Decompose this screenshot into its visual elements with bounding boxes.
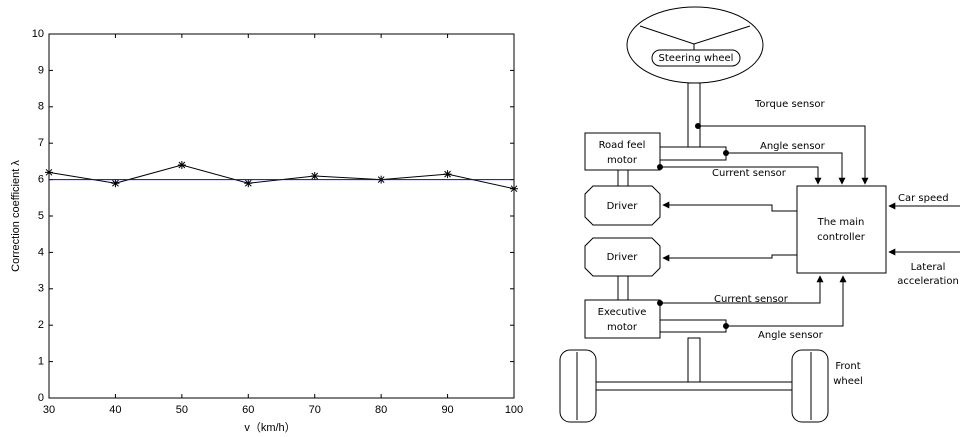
label: Torque sensor: [754, 99, 826, 110]
x-axis-label: v（km/h）: [244, 421, 295, 434]
label: controller: [817, 232, 866, 243]
label: Car speed: [898, 193, 949, 204]
marker: [244, 179, 253, 188]
hub: [651, 49, 741, 67]
wheel: [791, 349, 829, 423]
axle: [594, 381, 794, 391]
y-axis-label: Correction coefficient λ: [10, 160, 22, 272]
x-tick-label: 60: [242, 404, 254, 416]
label: Lateral: [911, 262, 946, 273]
x-tick-label: 80: [375, 404, 387, 416]
marker: [45, 168, 53, 177]
plot-frame: [48, 33, 515, 399]
label: acceleration: [897, 276, 959, 287]
label: Current sensor: [712, 168, 787, 179]
x-tick-label: 30: [43, 404, 55, 416]
marker: [443, 170, 452, 179]
marker: [510, 184, 518, 193]
label: Angle sensor: [758, 330, 824, 341]
label: wheel: [833, 376, 863, 387]
x-tick-label: 50: [176, 404, 188, 416]
label: The main: [817, 217, 865, 228]
label: Angle sensor: [760, 141, 826, 152]
label: motor: [607, 155, 638, 166]
label: Front: [835, 361, 860, 372]
label: Current sensor: [714, 294, 789, 305]
wheel: [559, 349, 597, 423]
y-tick-label: 7: [38, 137, 44, 149]
arrow: [662, 254, 797, 262]
label: Road feel: [599, 140, 646, 151]
sensor-dot: [695, 123, 701, 129]
x-tick-label: 100: [505, 404, 523, 416]
arrow: [726, 275, 847, 327]
label: Driver: [607, 252, 639, 263]
sensor-dot: [723, 323, 729, 329]
road-feel-motor: [584, 132, 661, 171]
gear: [659, 319, 727, 333]
sensor-dot: [723, 150, 729, 156]
x-tick-label: 70: [309, 404, 321, 416]
diagram: Steering wheel Torque sensor Road feel m…: [559, 6, 960, 423]
y-tick-label: 3: [38, 283, 44, 295]
steering-wheel: [626, 6, 764, 84]
y-tick-label: 6: [38, 174, 44, 186]
y-tick-label: 8: [38, 101, 44, 113]
main-controller: [796, 185, 887, 274]
gear: [659, 146, 727, 161]
y-tick-label: 4: [38, 246, 44, 258]
x-tick-label: 90: [441, 404, 453, 416]
column: [687, 337, 701, 383]
marker: [111, 179, 120, 188]
executive-motor: [584, 299, 661, 339]
arrow: [660, 166, 822, 185]
x-tick-label: 40: [109, 404, 121, 416]
y-tick-label: 10: [32, 28, 44, 40]
label: Steering wheel: [659, 53, 734, 64]
marker: [177, 161, 186, 170]
driver: [584, 237, 661, 277]
marker: [310, 171, 319, 180]
arrow: [660, 275, 824, 304]
column: [687, 82, 701, 148]
arrow: [726, 152, 846, 185]
arrow: [662, 201, 797, 212]
y-tick-label: 2: [38, 319, 44, 331]
driver: [584, 185, 661, 226]
y-tick-label: 5: [38, 210, 44, 222]
y-tick-label: 0: [38, 392, 44, 404]
arrow: [698, 125, 869, 185]
chart: v（km/h） Correction coefficient λ 30 40 50 6…: [10, 28, 523, 434]
label: motor: [607, 322, 638, 333]
label: Executive: [598, 307, 647, 318]
label: Driver: [607, 201, 639, 212]
sensor-dot: [657, 300, 663, 306]
y-tick-label: 1: [38, 356, 44, 368]
y-tick-label: 9: [38, 64, 44, 76]
sensor-dot: [657, 164, 663, 170]
